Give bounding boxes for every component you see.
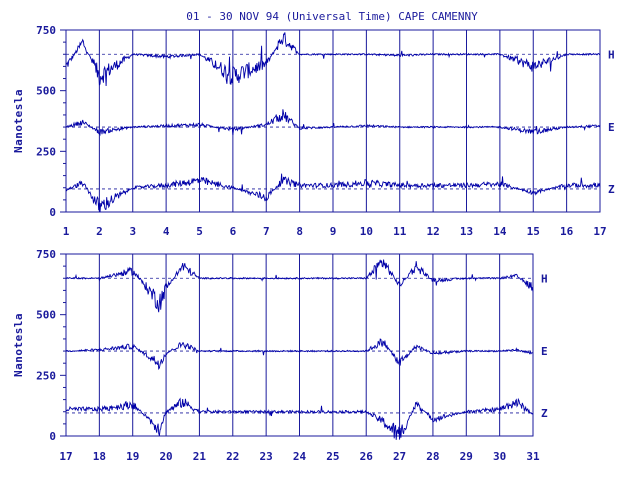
y-tick-label: 250 xyxy=(36,145,56,158)
x-tick-label: 19 xyxy=(126,450,139,463)
y-tick-label: 0 xyxy=(49,206,56,219)
component-label-h: H xyxy=(608,48,615,61)
x-tick-label: 5 xyxy=(196,225,203,238)
x-tick-label: 14 xyxy=(493,225,507,238)
x-tick-label: 11 xyxy=(393,225,407,238)
trace-top-h xyxy=(65,32,601,87)
x-tick-label: 17 xyxy=(59,450,72,463)
x-tick-label: 8 xyxy=(296,225,303,238)
x-tick-label: 18 xyxy=(93,450,106,463)
x-tick-label: 31 xyxy=(526,450,540,463)
trace-bottom-e xyxy=(65,338,534,371)
x-tick-label: 21 xyxy=(193,450,207,463)
trace-bottom-h xyxy=(65,259,534,313)
panel-bottom: 17 18 19 20 21 22 23 24 25 26 27 28 29 30 31 0 250 500 750… xyxy=(12,248,548,463)
x-tick-label: 2 xyxy=(96,225,103,238)
trace-bottom-z xyxy=(66,397,534,440)
x-tick-label: 30 xyxy=(493,450,506,463)
y-tick-label: 500 xyxy=(36,85,56,98)
x-tick-label: 7 xyxy=(263,225,270,238)
x-tick-label: 4 xyxy=(163,225,170,238)
y-tick-label: 250 xyxy=(36,369,56,382)
x-tick-label: 17 xyxy=(593,225,606,238)
x-tick-label: 24 xyxy=(293,450,307,463)
x-tick-label: 15 xyxy=(527,225,540,238)
x-tick-label: 9 xyxy=(330,225,337,238)
x-tick-label: 27 xyxy=(393,450,406,463)
x-tick-label: 28 xyxy=(426,450,439,463)
x-tick-label: 25 xyxy=(326,450,339,463)
x-tick-label: 29 xyxy=(460,450,473,463)
x-tick-label: 1 xyxy=(63,225,70,238)
component-label-z: Z xyxy=(608,183,615,196)
y-axis-label: Nanotesla xyxy=(12,313,25,377)
x-tick-label: 12 xyxy=(427,225,440,238)
x-tick-label: 10 xyxy=(360,225,373,238)
component-label-h: H xyxy=(541,272,548,285)
panel-top: 1 2 3 4 5 6 7 8 9 10 11 12 13 14 15 16 170250500750Nanot… xyxy=(12,24,615,238)
trace-top-z xyxy=(65,173,601,213)
y-tick-label: 500 xyxy=(36,309,56,322)
component-label-e: E xyxy=(608,121,615,134)
y-tick-label: 0 xyxy=(49,430,56,443)
x-tick-label: 6 xyxy=(230,225,237,238)
trace-top-e xyxy=(65,109,601,137)
x-tick-label: 3 xyxy=(129,225,136,238)
component-label-e: E xyxy=(541,345,548,358)
x-tick-label: 23 xyxy=(260,450,273,463)
x-tick-label: 13 xyxy=(460,225,473,238)
chart-title: 01 - 30 NOV 94 (Universal Time) CAPE CAM… xyxy=(186,10,478,23)
y-tick-label: 750 xyxy=(36,24,56,37)
x-tick-label: 26 xyxy=(360,450,374,463)
y-tick-label: 750 xyxy=(36,248,56,261)
x-tick-label: 20 xyxy=(159,450,172,463)
y-axis-label: Nanotesla xyxy=(12,89,25,153)
x-tick-label: 22 xyxy=(226,450,239,463)
x-tick-label: 16 xyxy=(560,225,574,238)
component-label-z: Z xyxy=(541,407,548,420)
